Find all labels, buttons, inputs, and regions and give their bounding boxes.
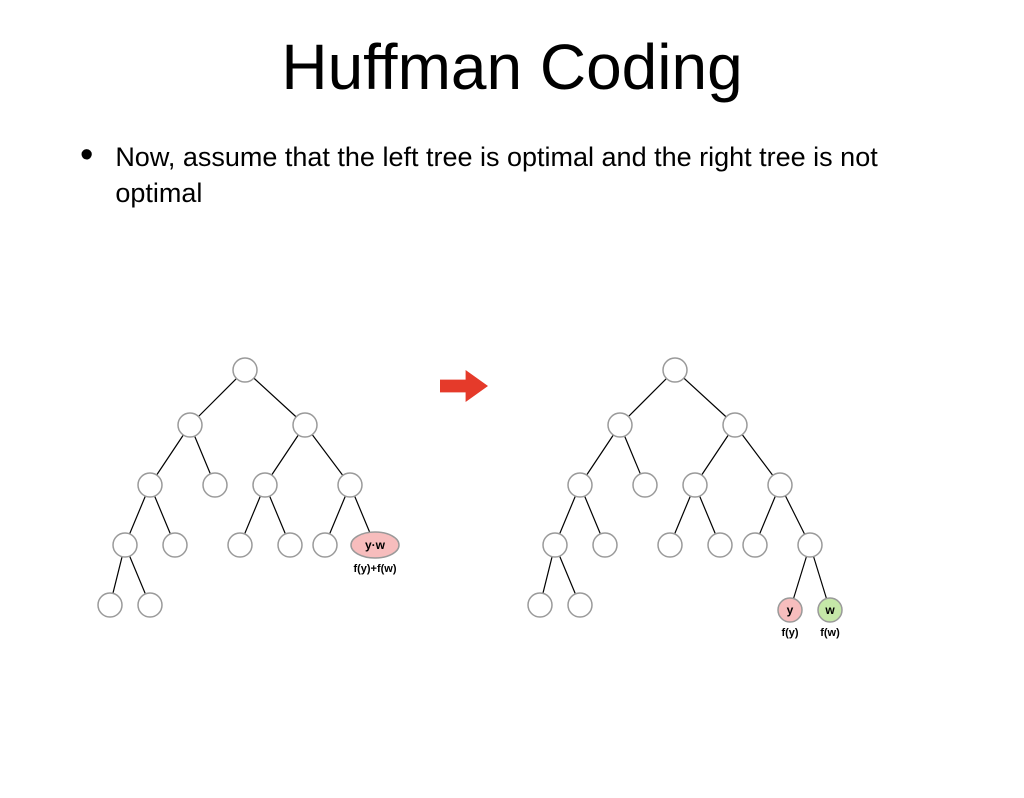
svg-text:f(w): f(w)	[820, 627, 840, 639]
tree-diagram: y·w f(y)+f(w) y f(y) w f(w)	[90, 340, 930, 760]
svg-text:f(y)+f(w): f(y)+f(w)	[353, 563, 396, 575]
svg-text:y·w: y·w	[365, 538, 386, 552]
svg-text:f(y): f(y)	[781, 627, 798, 639]
bullet-item: • Now, assume that the left tree is opti…	[0, 139, 1024, 212]
svg-text:w: w	[824, 603, 835, 617]
svg-text:y: y	[787, 603, 794, 617]
bullet-dot-icon: •	[80, 145, 93, 165]
page-title: Huffman Coding	[0, 30, 1024, 104]
tree-svg: y·w f(y)+f(w) y f(y) w f(w)	[90, 340, 930, 760]
bullet-text: Now, assume that the left tree is optima…	[115, 139, 964, 212]
